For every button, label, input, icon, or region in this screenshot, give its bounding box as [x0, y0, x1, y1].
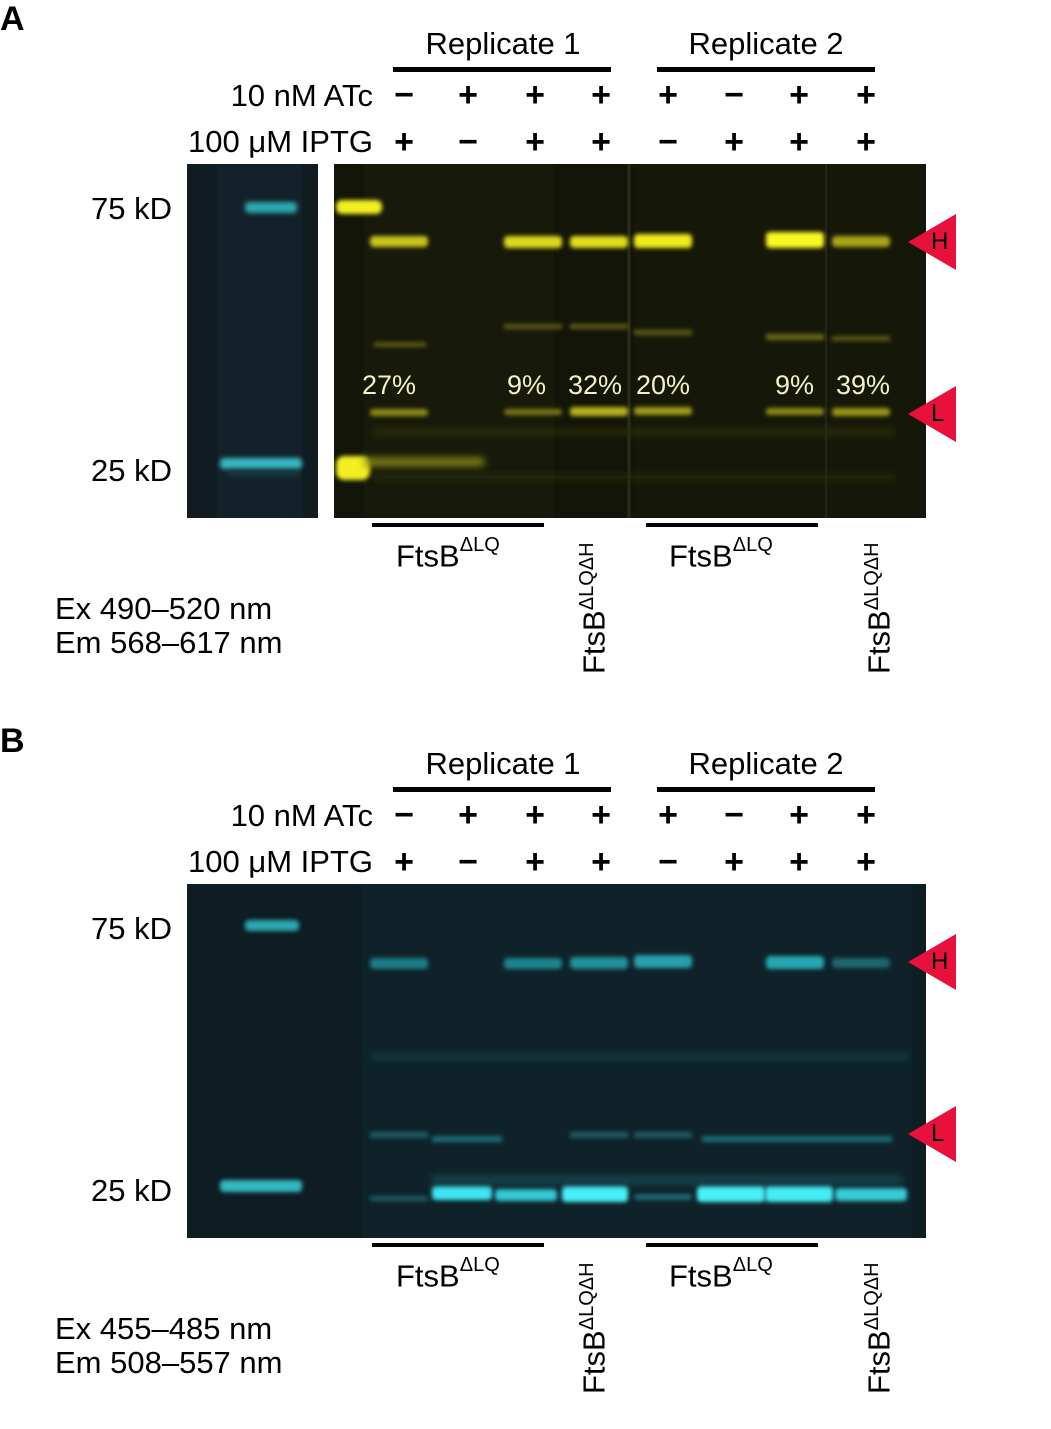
atc-sign: +: [856, 796, 876, 834]
strain-label-rep1: FtsBΔLQ: [396, 1254, 500, 1294]
ladder-gel-a: [187, 164, 318, 518]
strain-label-rotated-rep2: FtsBΔLQΔH: [861, 1262, 897, 1394]
atc-sign: +: [658, 796, 678, 834]
marker-l-label: L: [931, 1120, 945, 1147]
gel-b-image: [187, 884, 926, 1238]
marker-h-icon: [908, 214, 956, 270]
percentage-label: 32%: [568, 370, 623, 400]
gel-a: [334, 164, 926, 518]
strain-bracket-rep2: [646, 1243, 818, 1247]
strain-label-rep2: FtsBΔLQ: [669, 1254, 773, 1294]
strain-label-rotated-rep2: FtsBΔLQΔH: [861, 542, 897, 674]
atc-sign: +: [525, 76, 545, 114]
atc-sign: +: [458, 796, 478, 834]
filter-em-label: Em 568–617 nm: [55, 625, 283, 660]
iptg-sign: −: [458, 123, 478, 161]
iptg-label: 100 μM IPTG: [188, 844, 373, 879]
atc-sign: −: [724, 76, 744, 114]
mw-25kd-label: 25 kD: [91, 453, 172, 488]
marker-l-label: L: [931, 400, 945, 427]
atc-sign: +: [789, 796, 809, 834]
marker-h-icon: [908, 934, 956, 990]
atc-sign: +: [789, 76, 809, 114]
iptg-sign: +: [525, 123, 545, 161]
percentage-label: 39%: [836, 370, 891, 400]
iptg-sign: +: [724, 123, 744, 161]
replicate-2-line: [657, 787, 875, 792]
atc-label: 10 nM ATc: [230, 78, 373, 113]
iptg-sign: +: [856, 843, 876, 881]
panel-letter-b: B: [0, 722, 25, 760]
filter-ex-label: Ex 455–485 nm: [55, 1311, 273, 1346]
atc-sign: +: [458, 76, 478, 114]
atc-sign: −: [394, 796, 414, 834]
replicate-2-line: [657, 67, 875, 72]
strain-bracket-rep1: [372, 523, 544, 527]
iptg-sign: +: [394, 123, 414, 161]
mw-25kd-label: 25 kD: [91, 1173, 172, 1208]
strain-bracket-rep1: [372, 1243, 544, 1247]
iptg-sign: +: [591, 843, 611, 881]
strain-label-rotated-rep1: FtsBΔLQΔH: [576, 542, 612, 674]
gel-b: [187, 884, 926, 1238]
atc-sign: −: [724, 796, 744, 834]
marker-h-label: H: [931, 948, 949, 975]
gel-a-image: [334, 164, 926, 518]
atc-sign: +: [856, 76, 876, 114]
percentage-label: 27%: [362, 370, 417, 400]
iptg-sign: +: [856, 123, 876, 161]
iptg-sign: −: [658, 123, 678, 161]
mw-75kd-label: 75 kD: [91, 191, 172, 226]
percentage-label: 20%: [636, 370, 691, 400]
atc-sign: +: [591, 796, 611, 834]
replicate-1-line: [393, 787, 611, 792]
marker-h-label: H: [931, 228, 949, 255]
panel-letter-a: A: [0, 0, 25, 38]
atc-sign: +: [658, 76, 678, 114]
atc-sign: +: [525, 796, 545, 834]
iptg-sign: +: [525, 843, 545, 881]
mw-75kd-label: 75 kD: [91, 911, 172, 946]
strain-label-rep1: FtsBΔLQ: [396, 534, 500, 574]
filter-em-label: Em 508–557 nm: [55, 1345, 283, 1380]
marker-l-icon: [908, 386, 956, 442]
ladder-gel-a-image: [187, 164, 318, 518]
percentage-label: 9%: [507, 370, 547, 400]
strain-bracket-rep2: [646, 523, 818, 527]
replicate-2-title: Replicate 2: [688, 26, 844, 61]
iptg-label: 100 μM IPTG: [188, 124, 373, 159]
replicate-1-title: Replicate 1: [425, 26, 581, 61]
filter-ex-label: Ex 490–520 nm: [55, 591, 273, 626]
replicate-1-line: [393, 67, 611, 72]
iptg-sign: +: [724, 843, 744, 881]
strain-label-rotated-rep1: FtsBΔLQΔH: [576, 1262, 612, 1394]
iptg-sign: +: [591, 123, 611, 161]
iptg-sign: −: [458, 843, 478, 881]
iptg-sign: +: [789, 123, 809, 161]
marker-l-icon: [908, 1106, 956, 1162]
iptg-sign: +: [789, 843, 809, 881]
atc-label: 10 nM ATc: [230, 798, 373, 833]
replicate-1-title: Replicate 1: [425, 746, 581, 781]
atc-sign: +: [591, 76, 611, 114]
percentage-label: 9%: [775, 370, 815, 400]
iptg-sign: +: [394, 843, 414, 881]
atc-sign: −: [394, 76, 414, 114]
strain-label-rep2: FtsBΔLQ: [669, 534, 773, 574]
replicate-2-title: Replicate 2: [688, 746, 844, 781]
iptg-sign: −: [658, 843, 678, 881]
